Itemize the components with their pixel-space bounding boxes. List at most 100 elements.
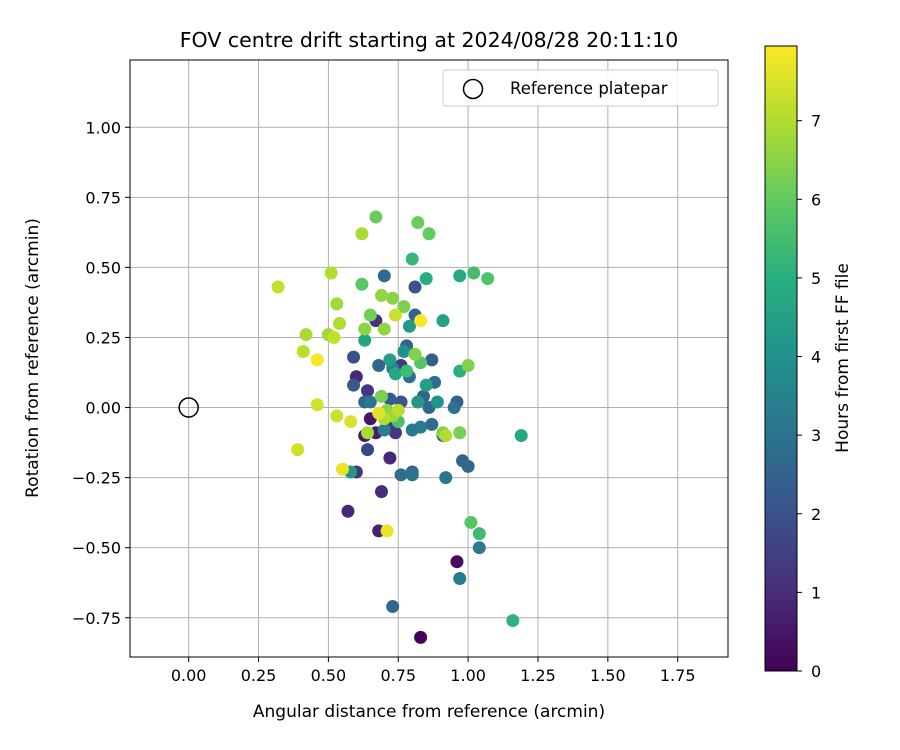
data-point: [335, 462, 349, 476]
data-point: [467, 266, 481, 280]
data-point: [377, 322, 391, 336]
data-point: [341, 504, 355, 518]
grid-lines: [130, 60, 728, 657]
data-point: [388, 426, 402, 440]
data-point: [453, 572, 467, 586]
y-tick-label: −0.50: [72, 539, 121, 558]
data-point: [383, 451, 397, 465]
colorbar-tick-label: 3: [811, 426, 821, 445]
data-point: [405, 252, 419, 266]
data-point: [400, 364, 414, 378]
legend-marker: [462, 78, 484, 100]
data-point: [310, 353, 324, 367]
data-point: [481, 272, 495, 286]
reference-platepar-marker: [178, 397, 199, 418]
x-tick-label: 0.75: [380, 666, 416, 685]
data-point: [347, 378, 361, 392]
data-point: [408, 347, 422, 361]
data-point: [374, 389, 388, 403]
data-point: [333, 316, 347, 330]
data-point: [296, 344, 310, 358]
data-point: [397, 300, 411, 314]
colorbar-tick-label: 0: [811, 662, 821, 681]
data-point: [405, 423, 419, 437]
y-tick-label: −0.25: [72, 469, 121, 488]
x-tick-label: 1.00: [450, 666, 486, 685]
data-point: [414, 630, 428, 644]
x-tick-label: 1.50: [590, 666, 626, 685]
data-point: [344, 415, 358, 429]
data-point: [358, 322, 372, 336]
colorbar-label: Hours from first FF file: [833, 263, 853, 453]
y-tick-label: 0.75: [85, 188, 121, 207]
data-point: [391, 403, 405, 417]
x-tick-label: 1.25: [520, 666, 556, 685]
x-tick-label: 0.50: [311, 666, 347, 685]
data-point: [369, 210, 383, 224]
data-point: [453, 426, 467, 440]
data-point: [411, 395, 425, 409]
colorbar: 0 1 2 3 4 5 6 7 Hours from first FF file: [764, 45, 853, 681]
data-point: [430, 395, 444, 409]
data-point: [388, 367, 402, 381]
data-point: [383, 353, 397, 367]
data-point: [419, 378, 433, 392]
y-axis-label: Rotation from reference (arcmin): [23, 218, 43, 498]
data-point: [439, 471, 453, 485]
data-point: [402, 319, 416, 333]
data-point: [330, 409, 344, 423]
data-point: [439, 429, 453, 443]
data-point: [380, 524, 394, 538]
data-point: [363, 308, 377, 322]
data-point: [386, 291, 400, 305]
data-point: [386, 600, 400, 614]
data-point: [363, 395, 377, 409]
data-point: [324, 266, 338, 280]
x-tick-label: 1.75: [660, 666, 696, 685]
data-point: [453, 269, 467, 283]
data-point: [464, 515, 478, 529]
y-tick-label: 1.00: [85, 118, 121, 137]
data-point: [514, 429, 528, 443]
y-tick-label: 0.00: [85, 399, 121, 418]
legend-entry-label: Reference platepar: [510, 79, 668, 98]
x-axis-label: Angular distance from reference (arcmin): [253, 702, 605, 722]
data-point: [472, 541, 486, 555]
data-point: [361, 384, 375, 398]
data-point: [472, 527, 486, 541]
data-point: [408, 280, 422, 294]
data-point: [374, 485, 388, 499]
colorbar-tick-label: 2: [811, 505, 821, 524]
data-points: [271, 210, 528, 644]
colorbar-ticks: 0 1 2 3 4 5 6 7: [797, 112, 821, 681]
legend: Reference platepar: [442, 69, 719, 107]
colorbar-tick-label: 1: [811, 583, 821, 602]
data-point: [447, 401, 461, 415]
data-point: [414, 314, 428, 328]
plot-frame: [129, 59, 729, 658]
y-tick-label: 0.50: [85, 258, 121, 277]
data-point: [419, 272, 433, 286]
x-tick-label: 0.00: [171, 666, 207, 685]
data-point: [372, 406, 386, 420]
y-axis-ticks: −0.75 −0.50 −0.25 0.00 0.25 0.50 0.75 1.00: [72, 118, 130, 628]
x-tick-label: 0.25: [241, 666, 277, 685]
colorbar-tick-label: 5: [811, 269, 821, 288]
x-axis-ticks: 0.00 0.25 0.50 0.75 1.00 1.25 1.50 1.75: [171, 657, 696, 685]
data-point: [425, 353, 439, 367]
data-point: [327, 330, 341, 344]
data-point: [355, 227, 369, 241]
data-point: [372, 359, 386, 373]
y-tick-label: −0.75: [72, 609, 121, 628]
chart-title: FOV centre drift starting at 2024/08/28 …: [180, 28, 679, 52]
data-point: [425, 417, 439, 431]
data-point: [450, 555, 464, 569]
colorbar-tick-label: 7: [811, 112, 821, 131]
colorbar-tick-label: 4: [811, 348, 821, 367]
colorbar-tick-label: 6: [811, 190, 821, 209]
data-point: [361, 443, 375, 457]
data-point: [377, 269, 391, 283]
data-point: [394, 468, 408, 482]
data-point: [310, 398, 324, 412]
